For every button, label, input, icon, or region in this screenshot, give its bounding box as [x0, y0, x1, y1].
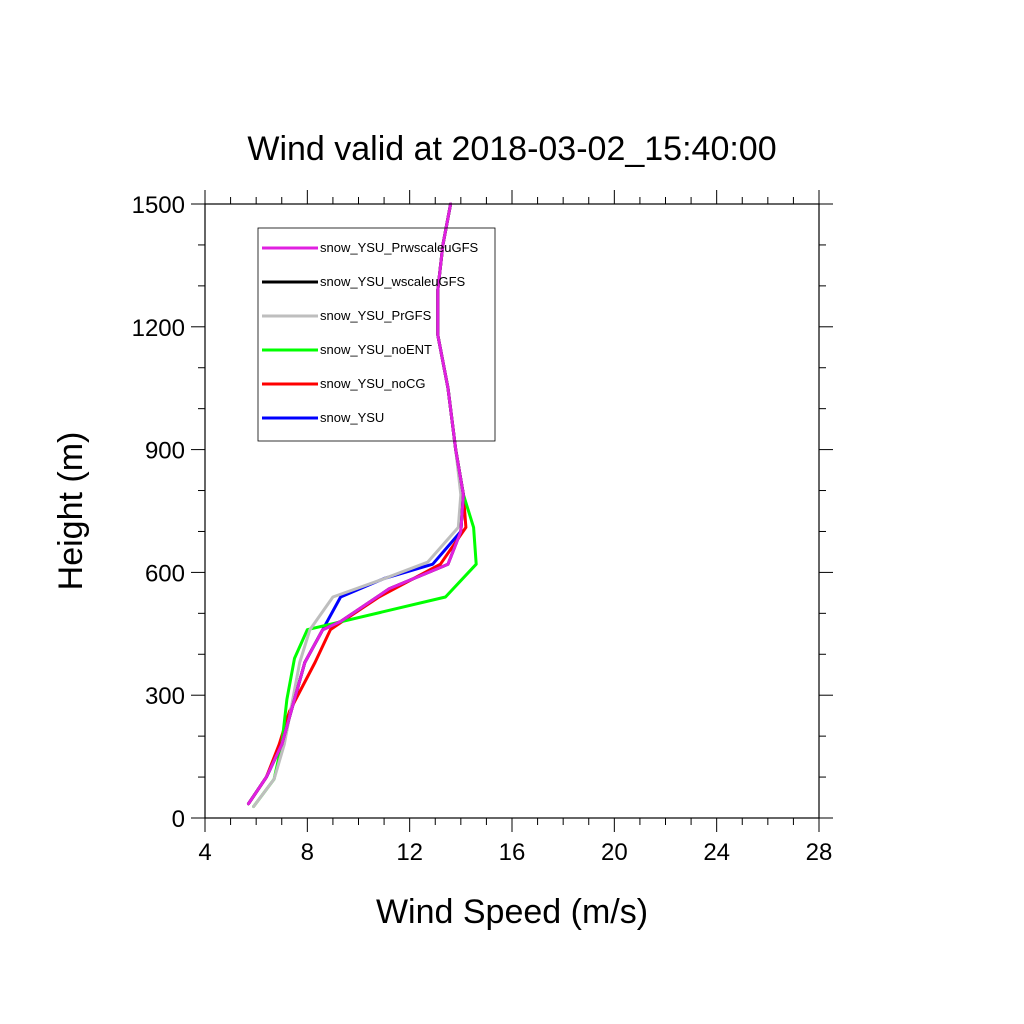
- plot-frame: [204, 203, 820, 819]
- legend-label: snow_YSU_noENT: [320, 342, 432, 357]
- legend-label: snow_YSU_noCG: [320, 376, 426, 391]
- legend-label: snow_YSU_wscaleuGFS: [320, 274, 466, 289]
- legend: snow_YSU_PrwscaleuGFS snow_YSU_wscaleuGFS…: [257, 227, 496, 442]
- legend-label: snow_YSU_PrwscaleuGFS: [320, 240, 479, 255]
- y-tick-label: 0: [172, 806, 185, 833]
- x-axis-label: Wind Speed (m/s): [376, 893, 648, 931]
- x-tick-label: 4: [198, 839, 211, 866]
- y-tick-label: 1200: [132, 315, 185, 342]
- series-line-snow_YSU_PrwscaleuGFS: [247, 202, 465, 806]
- series-line-snow_YSU_wscaleuGFS: [247, 202, 465, 806]
- x-tick-label: 16: [499, 839, 526, 866]
- series-layer: [247, 202, 478, 808]
- y-axis-label: Height (m): [52, 432, 90, 591]
- y-tick-label: 600: [145, 560, 185, 587]
- x-tick-label: 28: [806, 839, 833, 866]
- axis-ticks: 4 8 12 16 20 24 28 0 300 600 900 1200 1500: [132, 190, 833, 866]
- series-line-snow_YSU: [247, 202, 465, 806]
- x-tick-label: 12: [396, 839, 423, 866]
- legend-label: snow_YSU: [320, 410, 384, 425]
- series-line-snow_YSU_noCG: [247, 202, 468, 806]
- y-tick-label: 300: [145, 683, 185, 710]
- x-tick-label: 24: [703, 839, 730, 866]
- chart-title: Wind valid at 2018-03-02_15:40:00: [247, 130, 776, 168]
- y-tick-label: 900: [145, 438, 185, 465]
- legend-box: [257, 227, 496, 442]
- legend-label: snow_YSU_PrGFS: [320, 308, 432, 323]
- x-tick-label: 8: [301, 839, 314, 866]
- y-tick-label: 1500: [132, 192, 185, 219]
- x-tick-label: 20: [601, 839, 628, 866]
